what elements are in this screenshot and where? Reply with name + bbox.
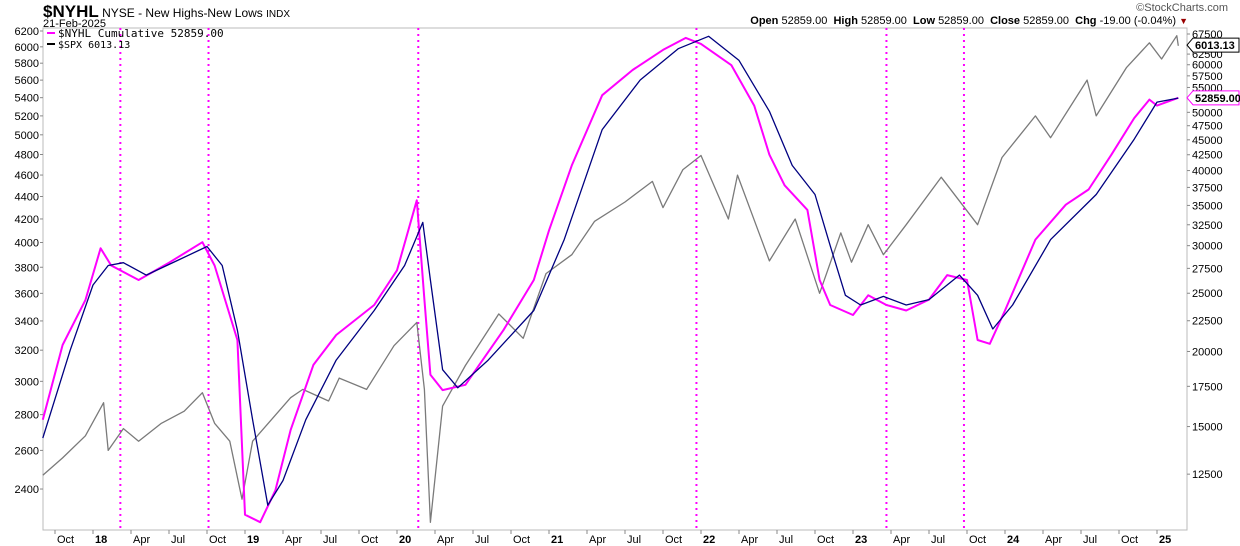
y-right-tick-label: 15000	[1192, 422, 1223, 434]
x-tick-label: Apr	[893, 534, 910, 546]
x-tick-label: 19	[247, 534, 259, 546]
y-left-tick-label: 5200	[15, 111, 39, 123]
y-left-tick-label: 3200	[15, 345, 39, 357]
x-tick-label: Apr	[437, 534, 454, 546]
y-left-tick-label: 3000	[15, 376, 39, 388]
y-left-tick-label: 2400	[15, 484, 39, 496]
type: INDX	[266, 9, 291, 20]
x-tick-label: Jul	[931, 534, 945, 546]
y-right-tick-label: 27500	[1192, 263, 1223, 275]
y-right-tick-label: 40000	[1192, 166, 1223, 178]
x-tick-label: Jul	[323, 534, 337, 546]
y-left-tick-label: 5600	[15, 75, 39, 87]
y-left-tick-label: 5800	[15, 58, 39, 70]
down-triangle-icon: ▼	[1179, 16, 1188, 26]
close-label: Close	[990, 15, 1021, 27]
series-line-nyhlcumulative	[41, 36, 1179, 524]
brand[interactable]: ©StockCharts.com	[1136, 2, 1228, 14]
low-value: 52859.00	[938, 15, 984, 27]
y-right-tick-label: 22500	[1192, 316, 1223, 328]
y-right-tick-label: 45000	[1192, 135, 1223, 147]
y-right-tick-label: 30000	[1192, 241, 1223, 253]
y-left-tick-label: 4400	[15, 192, 39, 204]
y-left-tick-label: 2600	[15, 445, 39, 457]
x-tick-label: Apr	[589, 534, 606, 546]
x-tick-label: Apr	[133, 534, 150, 546]
legend-label: $NYHL Cumulative 52859.00	[58, 27, 224, 40]
y-left-tick-label: 6000	[15, 42, 39, 54]
close-value: 52859.00	[1023, 15, 1069, 27]
x-tick-label: Jul	[475, 534, 489, 546]
x-tick-label: 20	[399, 534, 411, 546]
y-right-tick-label: 60000	[1192, 60, 1223, 72]
x-tick-label: 24	[1007, 534, 1020, 546]
last-value-tag	[1186, 37, 1240, 53]
y-left-tick-label: 5400	[15, 93, 39, 105]
x-tick-label: Oct	[57, 534, 74, 546]
y-left-tick-label: 4200	[15, 214, 39, 226]
last-value-tag-label: 6013.13	[1195, 40, 1235, 52]
x-tick-label: 25	[1159, 534, 1171, 546]
y-right-tick-label: 50000	[1192, 107, 1223, 119]
x-tick-label: Oct	[361, 534, 378, 546]
chg-label: Chg	[1075, 15, 1097, 27]
chart-title: $NYHL NYSE - New Highs-New Lows INDX	[43, 2, 290, 22]
y-left-tick-label: 4600	[15, 170, 39, 182]
x-tick-label: Oct	[513, 534, 530, 546]
y-left-tick-label: 4800	[15, 150, 39, 162]
y-right-tick-label: 57500	[1192, 71, 1223, 83]
y-right-tick-label: 12500	[1192, 469, 1223, 481]
y-right-tick-label: 17500	[1192, 381, 1223, 393]
symbol: $NYHL	[43, 2, 99, 21]
y-right-tick-label: 35000	[1192, 200, 1223, 212]
y-right-tick-label: 47500	[1192, 121, 1223, 133]
last-value-tag-label: 52859.00	[1195, 93, 1240, 105]
x-tick-label: Jul	[627, 534, 641, 546]
y-left-tick-label: 6200	[15, 26, 39, 38]
x-tick-label: 22	[703, 534, 715, 546]
x-tick-label: Oct	[1121, 534, 1138, 546]
chg-value: -19.00 (-0.04%)	[1099, 15, 1177, 27]
y-left-tick-label: 2800	[15, 410, 39, 422]
x-tick-label: Oct	[209, 534, 226, 546]
low-label: Low	[913, 15, 935, 27]
chart-date: 21-Feb-2025	[43, 18, 106, 30]
y-left-tick-label: 4000	[15, 238, 39, 250]
y-right-tick-label: 32500	[1192, 220, 1223, 232]
y-left-tick-label: 3400	[15, 316, 39, 328]
x-tick-label: 21	[551, 534, 563, 546]
x-tick-label: Apr	[285, 534, 302, 546]
x-tick-label: Apr	[1045, 534, 1062, 546]
x-tick-label: Apr	[741, 534, 758, 546]
y-left-tick-label: 5000	[15, 130, 39, 142]
series-line-spx	[42, 35, 1179, 523]
x-tick-label: 23	[855, 534, 867, 546]
y-right-tick-label: 25000	[1192, 288, 1223, 300]
x-tick-label: 18	[95, 534, 107, 546]
x-tick-label: Oct	[817, 534, 834, 546]
y-left-tick-label: 3600	[15, 288, 39, 300]
x-tick-label: Oct	[969, 534, 986, 546]
last-value-tag	[1186, 90, 1240, 106]
y-left-tick-label: 3800	[15, 262, 39, 274]
y-right-tick-label: 37500	[1192, 182, 1223, 194]
y-right-tick-label: 20000	[1192, 346, 1223, 358]
plot-area	[42, 27, 1188, 531]
high-value: 52859.00	[860, 15, 907, 27]
series-line-nyhlcumulativema	[42, 35, 1179, 506]
open-label: Open	[750, 15, 779, 27]
x-tick-label: Jul	[171, 534, 185, 546]
x-tick-label: Jul	[779, 534, 793, 546]
y-right-tick-label: 42500	[1192, 150, 1223, 162]
open-value: 52859.00	[781, 15, 828, 27]
ohlc-readout: Open 52859.00 High 52859.00 Low 52859.00…	[750, 15, 1188, 27]
x-tick-label: Oct	[665, 534, 682, 546]
high-label: High	[833, 15, 858, 27]
x-tick-label: Jul	[1083, 534, 1097, 546]
legend-label: $SPX 6013.13	[58, 40, 130, 51]
description: NYSE - New Highs-New Lows	[102, 6, 263, 20]
